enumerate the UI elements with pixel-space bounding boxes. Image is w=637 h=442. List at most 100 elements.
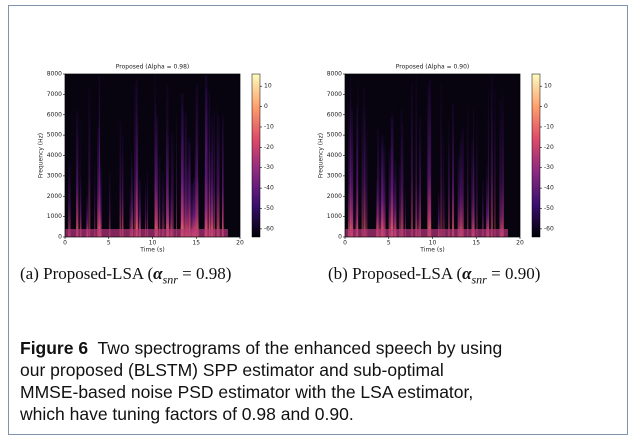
spectrogram-band <box>490 74 493 237</box>
colorbar-tick-label: -60 <box>544 225 554 232</box>
spectrogram-band <box>376 128 380 237</box>
y-axis-label: Frequency (Hz) <box>318 133 325 178</box>
colorbar-tick-label: -50 <box>544 205 554 212</box>
y-tick-label: 8000 <box>47 71 62 78</box>
x-tick-label: 15 <box>192 240 200 247</box>
y-tick-label: 5000 <box>47 132 62 139</box>
spectrogram-band <box>410 82 413 237</box>
spectrogram-band <box>383 145 385 237</box>
caption: Figure 6 Two spectrograms of the enhance… <box>20 337 620 425</box>
spectrogram-band <box>168 135 169 237</box>
spectrogram-band <box>166 83 169 237</box>
spectrogram-band <box>415 74 417 237</box>
spectrogram-band <box>109 170 111 237</box>
y-tick-label: 7000 <box>327 91 342 98</box>
colorbar-tick-label: 10 <box>264 83 272 90</box>
spectrogram-band <box>182 112 185 237</box>
spectrogram-band <box>193 177 196 237</box>
colorbar-tick-label: 0 <box>544 103 548 110</box>
y-tick-label: 3000 <box>47 172 62 179</box>
spectrogram-band <box>357 82 359 237</box>
x-axis-label: Time (s) <box>419 247 444 254</box>
spectrogram-band <box>462 126 464 237</box>
spectrogram-band <box>457 154 461 237</box>
spectrogram-band <box>98 75 101 237</box>
plot-title: Proposed (Alpha = 0.98) <box>116 64 189 71</box>
spectrogram-band <box>472 190 475 237</box>
caption-label: Figure 6 <box>20 338 89 358</box>
spectrogram-band <box>473 159 475 237</box>
subcaption-subscript: snr <box>162 272 178 287</box>
spectrogram-band <box>191 182 194 237</box>
spectrogram-band <box>417 184 420 237</box>
spectrogram-band <box>440 82 442 237</box>
y-tick-label: 0 <box>338 234 342 241</box>
colorbar <box>531 73 541 238</box>
spectrogram-band <box>381 149 383 237</box>
spectrogram-band <box>502 110 504 237</box>
spectrogram-band <box>158 155 161 237</box>
subcaption-suffix: = 0.98) <box>182 264 232 283</box>
x-axis-label: Time (s) <box>139 247 164 254</box>
spectrogram-band <box>208 90 211 237</box>
subcaption-prefix: (a) Proposed-LSA ( <box>20 264 154 283</box>
caption-text: MMSE-based noise PSD estimator with the … <box>20 382 474 402</box>
x-tick-label: 0 <box>343 240 347 247</box>
colorbar-tick-label: -40 <box>544 185 554 192</box>
x-tick-label: 5 <box>387 240 391 247</box>
spectrogram-band <box>211 117 214 237</box>
spectrogram-band <box>471 138 474 237</box>
spectrogram-band <box>185 112 187 237</box>
spectrogram-band <box>405 188 406 237</box>
spectrogram-band <box>132 167 133 237</box>
subcaption-symbol: α <box>153 264 163 283</box>
spectrogram-band <box>130 151 133 237</box>
spectrogram-band <box>217 115 220 237</box>
y-tick-label: 6000 <box>327 111 342 118</box>
y-tick-label: 0 <box>58 234 62 241</box>
spectrogram-band <box>176 112 177 237</box>
y-tick-label: 8000 <box>327 71 342 78</box>
spectrogram-band <box>129 188 132 237</box>
spectrogram-band <box>155 114 159 237</box>
y-tick-label: 2000 <box>327 193 342 200</box>
y-tick-label: 5000 <box>327 132 342 139</box>
x-tick-label: 5 <box>107 240 111 247</box>
spectrogram-band <box>398 161 401 237</box>
spectrogram-band <box>379 185 382 237</box>
spectrogram-band <box>402 122 404 237</box>
x-tick-label: 0 <box>63 240 67 247</box>
figure-panels: Proposed (Alpha = 0.98)0 5 10 15 20010002000… <box>38 64 554 254</box>
subcaption: (b) Proposed-LSA (αsnr = 0.90) <box>328 263 620 290</box>
spectrogram-band <box>383 144 386 237</box>
colorbar-tick-label: -30 <box>264 164 274 171</box>
spectrogram-band <box>361 109 363 237</box>
y-tick-label: 2000 <box>47 193 62 200</box>
spectrogram-band <box>88 87 91 237</box>
spectrogram-band <box>138 179 141 237</box>
spectrogram-band <box>391 108 394 238</box>
y-tick-label: 4000 <box>47 152 62 159</box>
subcaption-suffix: = 0.90) <box>491 264 541 283</box>
spectrogram-band <box>213 109 216 237</box>
spectrogram-band <box>195 85 199 237</box>
x-tick-label: 10 <box>429 240 437 247</box>
spectrogram-band <box>155 103 157 237</box>
spectrogram-band <box>68 160 71 237</box>
spectrogram-band <box>400 109 403 237</box>
spectrogram-band <box>97 127 100 237</box>
spectrogram-band <box>86 195 89 237</box>
x-tick-label: 20 <box>516 240 524 247</box>
subcaption: (a) Proposed-LSA (αsnr = 0.98) <box>20 263 312 290</box>
spectrogram-band <box>348 102 351 238</box>
colorbar-tick-label: 0 <box>264 103 268 110</box>
spectrogram-band <box>135 79 138 237</box>
spectrogram-band <box>99 166 102 237</box>
spectrogram-band <box>197 177 200 237</box>
spectrogram-band <box>428 79 432 237</box>
spectrogram-band <box>222 113 224 237</box>
spectrogram-band <box>500 182 503 237</box>
colorbar-tick-label: -20 <box>264 144 274 151</box>
spectrogram-band <box>209 150 212 237</box>
